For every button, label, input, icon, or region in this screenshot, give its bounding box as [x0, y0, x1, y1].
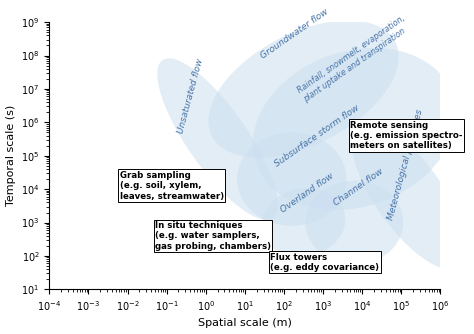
Text: Grab sampling
(e.g. soil, xylem,
leaves, streamwater): Grab sampling (e.g. soil, xylem, leaves,… — [120, 171, 224, 201]
Polygon shape — [253, 48, 440, 210]
Y-axis label: Temporal scale (s): Temporal scale (s) — [6, 105, 16, 206]
Polygon shape — [237, 132, 346, 226]
Text: Remote sensing
(e.g. emission spectro-
meters on satellites): Remote sensing (e.g. emission spectro- m… — [350, 121, 463, 151]
Polygon shape — [262, 188, 346, 257]
Text: Remote sensing
(e.g. emission spectro-
meters on satellites): Remote sensing (e.g. emission spectro- m… — [350, 121, 463, 151]
Text: Channel flow: Channel flow — [332, 167, 384, 207]
X-axis label: Spatial scale (m): Spatial scale (m) — [198, 318, 292, 328]
Text: Groundwater flow: Groundwater flow — [259, 7, 330, 60]
Text: Meteorological processes: Meteorological processes — [387, 108, 425, 221]
Text: Grab sampling
(e.g. soil, xylem,
leaves, streamwater): Grab sampling (e.g. soil, xylem, leaves,… — [120, 171, 224, 201]
Text: In situ techniques
(e.g. water samplers,
gas probing, chambers): In situ techniques (e.g. water samplers,… — [155, 221, 271, 251]
Polygon shape — [306, 181, 403, 264]
Text: In situ techniques
(e.g. water samplers,
gas probing, chambers): In situ techniques (e.g. water samplers,… — [155, 221, 271, 251]
Text: Overland flow: Overland flow — [279, 171, 335, 214]
Text: Subsurface storm flow: Subsurface storm flow — [273, 104, 361, 169]
Polygon shape — [157, 58, 278, 220]
Text: Unsaturated flow: Unsaturated flow — [177, 57, 205, 134]
Polygon shape — [209, 22, 399, 157]
Polygon shape — [352, 122, 440, 270]
Text: Flux towers
(e.g. eddy covariance): Flux towers (e.g. eddy covariance) — [270, 253, 379, 272]
Text: Rainfall, snowmelt, evaporation,
plant uptake and transpiration: Rainfall, snowmelt, evaporation, plant u… — [296, 14, 413, 104]
Text: Flux towers
(e.g. eddy covariance): Flux towers (e.g. eddy covariance) — [270, 253, 379, 272]
